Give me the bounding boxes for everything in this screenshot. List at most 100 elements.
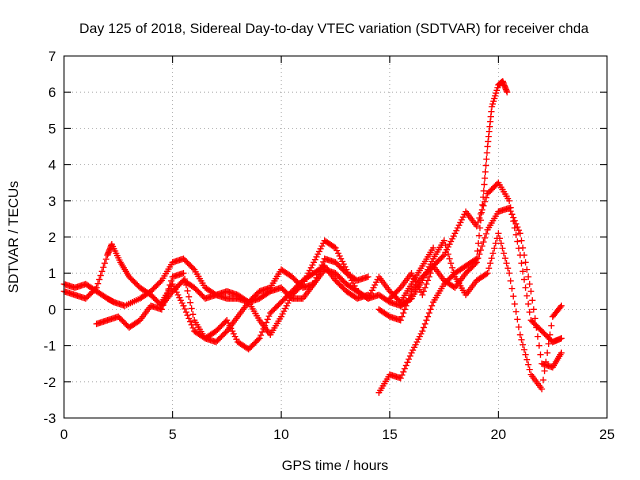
data-point [525, 361, 532, 368]
data-point [477, 246, 484, 254]
data-point [512, 308, 520, 315]
data-point [180, 270, 187, 277]
data-point [539, 376, 547, 384]
data-point [188, 321, 195, 328]
data-point [473, 259, 480, 266]
data-point [100, 264, 107, 271]
x-tick-label: 20 [491, 426, 507, 442]
data-point [440, 237, 448, 244]
data-point [522, 284, 529, 291]
data-point [516, 331, 524, 338]
y-tick-label: 1 [48, 265, 56, 281]
data-point [476, 214, 483, 222]
data-point [98, 268, 106, 275]
data-point [430, 244, 437, 252]
data-point [526, 366, 533, 373]
data-point [488, 255, 495, 262]
y-tick-label: 0 [48, 301, 56, 317]
data-point [449, 264, 456, 271]
data-point [481, 181, 488, 188]
data-point [472, 260, 479, 267]
data-point [180, 302, 187, 309]
data-point [537, 351, 544, 358]
data-point [558, 349, 565, 357]
data-point [487, 260, 494, 267]
data-point [525, 273, 532, 281]
data-point [512, 220, 520, 228]
data-point [474, 255, 482, 262]
data-point [94, 280, 102, 287]
data-point [420, 324, 427, 331]
x-tick-label: 15 [382, 426, 398, 442]
data-point [507, 208, 514, 215]
data-point [447, 260, 455, 267]
data-point [182, 281, 190, 289]
tick-labels: 0 5 10 15 20 25 -3 -2 -1 0 1 2 3 4 5 6 7 [44, 48, 615, 442]
series-track-4 [158, 262, 372, 353]
data-point [188, 305, 195, 312]
data-point [523, 292, 531, 300]
data-point [496, 235, 503, 242]
data-point [480, 202, 487, 209]
grid [64, 56, 607, 418]
data-point [516, 230, 524, 237]
data-point [544, 349, 551, 357]
data-point [264, 316, 271, 323]
data-point [541, 367, 548, 375]
data-point [263, 319, 270, 326]
data-point [520, 276, 528, 283]
ticks [63, 55, 608, 419]
data-point [96, 276, 103, 283]
data-point [480, 238, 487, 246]
data-point [508, 211, 516, 218]
data-point [189, 324, 197, 332]
data-point [444, 250, 452, 258]
data-point [397, 317, 404, 324]
data-point [424, 313, 432, 320]
data-point [476, 224, 484, 232]
data-point [101, 260, 108, 267]
y-tick-label: -1 [44, 338, 57, 354]
data-point [184, 312, 191, 319]
y-tick-label: 6 [48, 84, 56, 100]
data-point [508, 285, 516, 292]
data-point [185, 293, 193, 300]
data-point [484, 270, 491, 277]
data-point [478, 206, 486, 214]
data-point [482, 270, 490, 278]
y-tick-label: 4 [48, 157, 56, 173]
data-point [400, 309, 407, 317]
data-point [419, 291, 426, 299]
data-point [261, 322, 269, 329]
data-point [511, 217, 518, 224]
data-point [265, 312, 273, 320]
data-point [450, 269, 457, 276]
data-point [260, 325, 267, 333]
y-tick-label: 3 [48, 193, 56, 209]
data-point [557, 303, 564, 311]
data-point [401, 306, 408, 313]
data-point [311, 277, 319, 285]
data-point [400, 368, 407, 376]
data-point [518, 336, 525, 343]
data-point [529, 297, 536, 304]
data-point [189, 265, 197, 272]
data-point [475, 232, 483, 239]
data-point [518, 237, 525, 244]
data-point [310, 280, 317, 288]
data-point [525, 300, 532, 308]
data-point [491, 245, 498, 252]
data-point [364, 273, 372, 281]
data-point [506, 197, 513, 204]
data-point [419, 327, 426, 335]
data-point [398, 313, 406, 320]
data-point [158, 306, 165, 313]
data-point [542, 358, 550, 366]
data-point [478, 242, 486, 250]
data-point [514, 223, 521, 231]
data-point [185, 315, 193, 322]
data-point [485, 265, 493, 272]
data-point [504, 265, 512, 272]
plot-frame [63, 55, 608, 419]
x-tick-label: 0 [60, 426, 68, 442]
